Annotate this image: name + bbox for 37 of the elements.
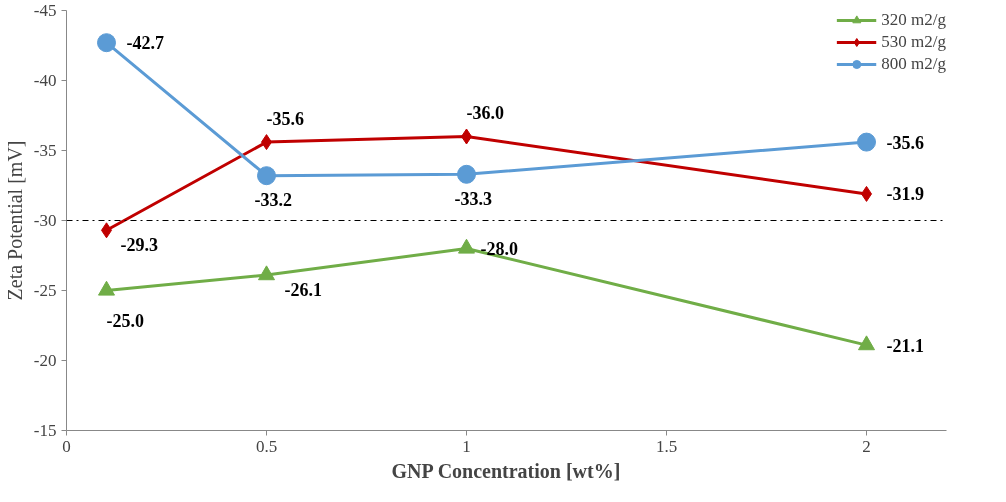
point [98, 280, 115, 296]
x-axis-title: GNP Concentration [wt%] [391, 459, 621, 482]
point [257, 166, 276, 186]
point [858, 335, 875, 351]
data-label: -31.9 [886, 184, 924, 205]
x-tick-label: 1.5 [655, 436, 678, 456]
x-tick-label: 1 [462, 436, 471, 456]
y-axis-title: Zeta Potential [mV] [3, 140, 26, 301]
data-label: -35.6 [886, 132, 924, 153]
data-label: -35.6 [266, 108, 304, 129]
data-label: -21.1 [886, 335, 924, 356]
legend-label: 320 m2/g [881, 10, 946, 30]
data-label: -42.7 [126, 33, 164, 54]
y-tick-label: -15 [33, 421, 57, 440]
x-tick-label: 0.5 [255, 436, 278, 456]
legend-label: 800 m2/g [881, 54, 946, 74]
data-label: -26.1 [284, 279, 322, 300]
data-label: -28.0 [480, 239, 518, 259]
y-tick-label: -40 [33, 71, 57, 90]
point [458, 238, 475, 254]
data-label: -33.3 [454, 188, 492, 209]
point [457, 164, 476, 184]
point [97, 33, 116, 53]
data-label: -36.0 [466, 103, 504, 123]
x-tick-label: 0 [62, 436, 71, 456]
legend-label: 530 m2/g [881, 32, 946, 52]
data-label: -33.2 [254, 190, 292, 211]
y-tick-label: -45 [33, 1, 57, 20]
x-tick-label: 2 [862, 436, 871, 456]
point [258, 265, 275, 281]
y-tick-label: -25 [33, 281, 57, 300]
data-label: -25.0 [106, 311, 144, 331]
data-label: -29.3 [120, 234, 158, 255]
y-tick-label: -30 [33, 211, 57, 230]
point [857, 132, 876, 152]
y-tick-label: -35 [33, 141, 57, 160]
y-tick-label: -20 [33, 351, 57, 370]
